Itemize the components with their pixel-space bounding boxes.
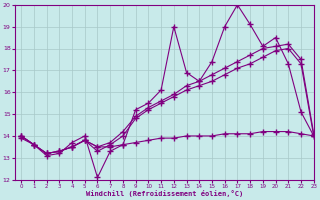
X-axis label: Windchill (Refroidissement éolien,°C): Windchill (Refroidissement éolien,°C) — [86, 190, 243, 197]
